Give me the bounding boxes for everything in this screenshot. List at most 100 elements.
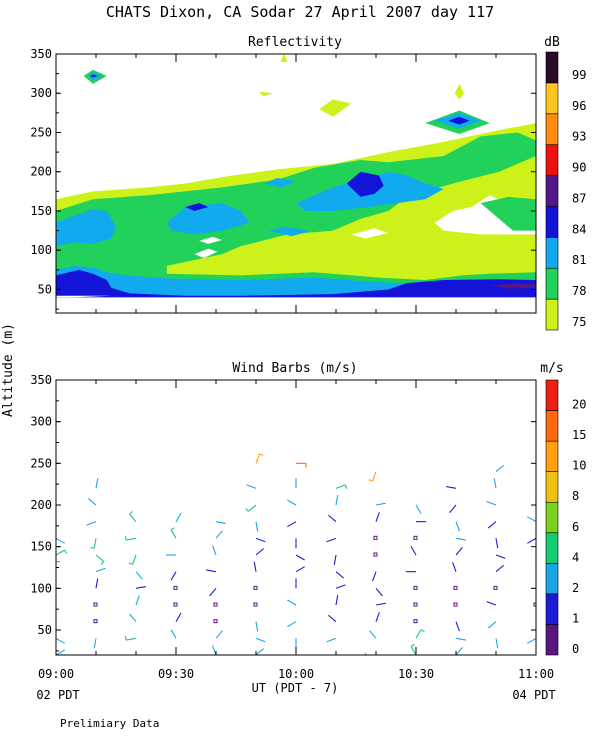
plot-content xyxy=(56,54,536,298)
wind-barb xyxy=(495,554,506,559)
wind-barb xyxy=(295,566,305,573)
plot-content xyxy=(56,453,536,665)
colorbar-tick-label: 0 xyxy=(572,642,579,656)
wind-calm-marker xyxy=(173,602,178,607)
colorbar-tick-label: 87 xyxy=(572,191,586,205)
colorbar-tick-label: 96 xyxy=(572,99,586,113)
colorbar-tick-label: 2 xyxy=(572,581,579,595)
y-tick-label: 150 xyxy=(30,540,52,554)
y-axis-label: Altitude (m) xyxy=(1,323,16,417)
wind-barb-flag xyxy=(170,527,175,531)
colorbar-swatch xyxy=(545,471,559,503)
wind-barb xyxy=(535,587,536,589)
wind-barb xyxy=(255,621,259,632)
x-start-local-label: 02 PDT xyxy=(36,688,79,702)
wind-barb xyxy=(212,645,217,655)
wind-barb xyxy=(95,567,106,573)
wind-barb xyxy=(327,514,337,523)
wind-barb-flag xyxy=(100,561,105,565)
reflectivity-contour-75 xyxy=(454,83,464,100)
wind-calm-marker xyxy=(93,602,98,607)
reflectivity-colorbar: 75 78 81 84 87 90 93 96 99 xyxy=(545,51,586,331)
reflectivity-contour-84 xyxy=(346,171,384,197)
wind-barb xyxy=(375,612,380,622)
wind-barb xyxy=(296,654,298,655)
wind-barb xyxy=(287,621,297,628)
colorbar-swatch xyxy=(545,206,559,238)
wind-barb xyxy=(335,495,339,506)
colorbar-swatch xyxy=(545,175,559,207)
colorbar-swatch xyxy=(545,593,559,625)
wind-barb xyxy=(449,504,457,514)
wind-barb xyxy=(375,502,386,506)
wind-barb xyxy=(212,545,217,556)
wind-barb xyxy=(129,613,137,623)
wind-barb xyxy=(455,546,463,556)
wind-barb xyxy=(375,587,383,597)
wind-calm-marker xyxy=(253,602,258,607)
y-tick-label: 250 xyxy=(30,125,52,139)
wind-barb xyxy=(535,571,536,573)
wind-colorbar: 0 1 2 4 6 8 10 15 20 xyxy=(545,379,586,656)
wind-barb xyxy=(206,569,217,573)
colorbar-tick-label: 6 xyxy=(572,520,579,534)
reflectivity-gap xyxy=(199,236,223,244)
wind-barb-flag xyxy=(128,562,133,565)
wind-barb xyxy=(415,504,422,514)
wind-colorbar-unit: m/s xyxy=(540,361,563,376)
wind-barb xyxy=(326,637,337,643)
wind-barb xyxy=(527,537,536,544)
wind-barb xyxy=(175,612,182,622)
wind-barb xyxy=(56,549,65,556)
wind-barb xyxy=(135,571,143,580)
y-tick-label: 300 xyxy=(30,415,52,429)
wind-barb xyxy=(126,537,137,541)
reflectivity-x-axis xyxy=(55,54,537,313)
colorbar-swatch xyxy=(545,82,559,115)
y-tick-label: 200 xyxy=(30,165,52,179)
wind-barb xyxy=(335,571,345,579)
wind-barb xyxy=(170,529,177,539)
wind-barb xyxy=(215,521,226,524)
wind-barb-flag xyxy=(124,636,127,641)
wind-barb xyxy=(253,561,257,572)
wind-barb xyxy=(455,621,460,632)
x-end-local-label: 04 PDT xyxy=(512,688,555,702)
colorbar-tick-label: 81 xyxy=(572,253,586,267)
wind-barb xyxy=(135,586,146,589)
colorbar-tick-label: 90 xyxy=(572,161,586,175)
colorbar-tick-label: 84 xyxy=(572,222,586,236)
reflectivity-gap xyxy=(194,248,218,259)
reflectivity-contour-87 xyxy=(489,283,536,289)
wind-barb xyxy=(335,484,346,489)
wind-barb xyxy=(495,564,505,573)
wind-barb-flag xyxy=(410,643,415,647)
preliminary-note: Prelimiary Data xyxy=(60,717,159,730)
wind-barb xyxy=(170,629,177,639)
reflectivity-contour-75 xyxy=(280,54,288,62)
wind-calm-marker xyxy=(413,619,418,624)
wind-barb xyxy=(496,654,498,655)
wind-barb xyxy=(175,512,182,522)
wind-calm-marker xyxy=(253,585,258,590)
wind-barb xyxy=(486,501,497,506)
reflectivity-contour-81 xyxy=(166,203,250,235)
x-tick-label: 09:00 xyxy=(38,667,74,681)
wind-barb xyxy=(455,537,466,541)
wind-barbs-plot-area xyxy=(55,379,537,665)
colorbar-swatch xyxy=(545,440,559,472)
wind-barb xyxy=(487,621,497,629)
wind-barb xyxy=(326,537,337,543)
wind-barb xyxy=(129,513,137,523)
wind-barb xyxy=(487,521,497,529)
wind-barb xyxy=(295,554,305,561)
wind-barb xyxy=(335,584,346,589)
wind-barb xyxy=(135,654,136,655)
wind-barb xyxy=(56,649,65,655)
wind-barb-flag xyxy=(245,508,249,512)
wind-calm-marker xyxy=(373,552,378,557)
wind-barb xyxy=(87,498,97,506)
wind-barb xyxy=(527,516,536,523)
wind-barb xyxy=(527,637,536,644)
wind-barb-flag xyxy=(330,664,334,665)
